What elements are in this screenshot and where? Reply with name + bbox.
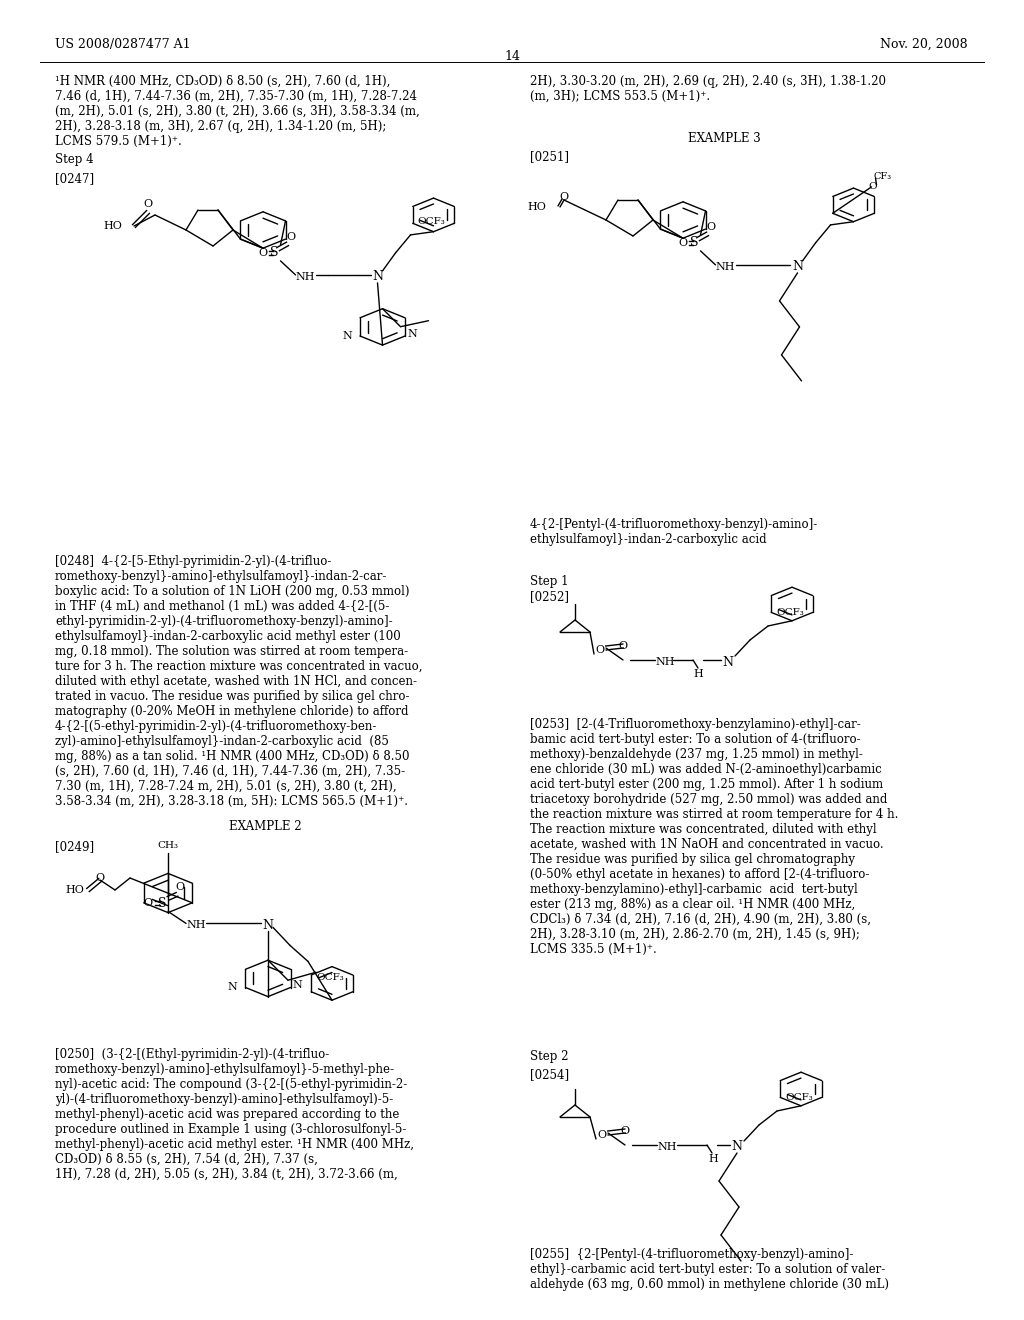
Text: O: O [678,238,687,248]
Text: O: O [175,882,184,892]
Text: US 2008/0287477 A1: US 2008/0287477 A1 [55,38,190,51]
Text: O: O [258,248,267,257]
Text: EXAMPLE 3: EXAMPLE 3 [688,132,761,145]
Text: O: O [868,182,878,191]
Text: NH: NH [716,261,735,272]
Text: N: N [293,981,302,990]
Text: O: O [143,199,153,209]
Text: N: N [372,271,383,284]
Text: OCF₃: OCF₃ [776,609,804,616]
Text: ¹H NMR (400 MHz, CD₃OD) δ 8.50 (s, 2H), 7.60 (d, 1H),
7.46 (d, 1H), 7.44-7.36 (m: ¹H NMR (400 MHz, CD₃OD) δ 8.50 (s, 2H), … [55,75,420,148]
Text: H: H [693,669,702,678]
Text: O: O [595,645,604,655]
Text: [0255]  {2-[Pentyl-(4-trifluoromethoxy-benzyl)-amino]-
ethyl}-carbamic acid tert: [0255] {2-[Pentyl-(4-trifluoromethoxy-be… [530,1247,889,1291]
Text: H: H [709,1154,718,1164]
Text: O: O [618,642,628,651]
Text: O: O [597,1130,606,1140]
Text: Step 4: Step 4 [55,153,93,166]
Text: NH: NH [186,920,206,931]
Text: 14: 14 [504,50,520,63]
Text: N: N [342,331,352,341]
Text: Step 2: Step 2 [530,1049,568,1063]
Text: CH₃: CH₃ [158,841,178,850]
Text: 4-{2-[Pentyl-(4-trifluoromethoxy-benzyl)-amino]-
ethylsulfamoyl}-indan-2-carboxy: 4-{2-[Pentyl-(4-trifluoromethoxy-benzyl)… [530,517,818,546]
Text: Step 1: Step 1 [530,576,568,603]
Text: O: O [143,899,153,908]
Text: 2H), 3.30-3.20 (m, 2H), 2.69 (q, 2H), 2.40 (s, 3H), 1.38-1.20
(m, 3H); LCMS 553.: 2H), 3.30-3.20 (m, 2H), 2.69 (q, 2H), 2.… [530,75,886,103]
Text: [0253]  [2-(4-Trifluoromethoxy-benzylamino)-ethyl]-car-
bamic acid tert-butyl es: [0253] [2-(4-Trifluoromethoxy-benzylamin… [530,718,898,956]
Text: O: O [621,1126,630,1137]
Text: S: S [690,236,698,249]
Text: HO: HO [65,884,84,895]
Text: Nov. 20, 2008: Nov. 20, 2008 [881,38,968,51]
Text: CF₃: CF₃ [873,173,892,181]
Text: S: S [158,896,166,909]
Text: N: N [407,329,417,339]
Text: NH: NH [655,657,675,667]
Text: O: O [95,873,104,883]
Text: [0250]  (3-{2-[(Ethyl-pyrimidin-2-yl)-(4-trifluo-
romethoxy-benzyl)-amino]-ethyl: [0250] (3-{2-[(Ethyl-pyrimidin-2-yl)-(4-… [55,1048,414,1181]
Text: OCF₃: OCF₃ [418,216,445,226]
Text: EXAMPLE 2: EXAMPLE 2 [228,820,301,833]
Text: N: N [227,982,238,993]
Text: [0251]: [0251] [530,150,569,162]
Text: [0247]: [0247] [55,172,94,185]
Text: [0252]: [0252] [530,590,569,603]
Text: HO: HO [103,220,122,231]
Text: [0254]: [0254] [530,1068,569,1081]
Text: NH: NH [296,272,315,282]
Text: O: O [559,191,568,202]
Text: OCF₃: OCF₃ [785,1093,813,1102]
Text: O: O [286,232,295,242]
Text: N: N [723,656,733,668]
Text: NH: NH [657,1142,677,1152]
Text: O: O [706,222,715,232]
Text: OCF₃: OCF₃ [316,973,344,982]
Text: N: N [731,1140,742,1154]
Text: [0249]: [0249] [55,840,94,853]
Text: N: N [262,919,273,932]
Text: N: N [792,260,803,273]
Text: [0248]  4-{2-[5-Ethyl-pyrimidin-2-yl)-(4-trifluo-
romethoxy-benzyl}-amino]-ethyl: [0248] 4-{2-[5-Ethyl-pyrimidin-2-yl)-(4-… [55,554,423,808]
Text: S: S [270,247,279,260]
Text: HO: HO [527,202,546,213]
